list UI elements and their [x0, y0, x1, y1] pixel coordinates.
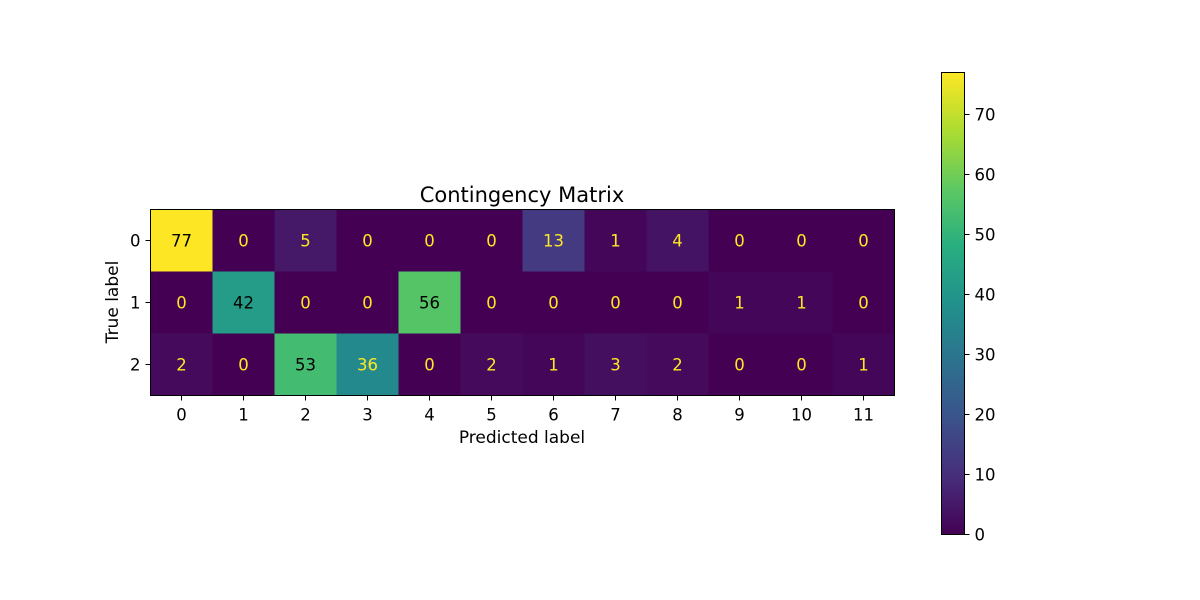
- colorbar-tick-label: 30: [975, 346, 996, 365]
- x-axis-ticks: 0 1 2 3 4 5 6 7 8 9 10 11: [176, 396, 874, 425]
- y-axis-ticks: 0 1 2: [130, 232, 151, 375]
- x-tick-label: 2: [300, 406, 311, 425]
- cell-value-label: 1: [734, 294, 745, 313]
- x-tick-label: 6: [548, 406, 559, 425]
- cell-value-label: 1: [796, 294, 807, 313]
- cell-value-label: 53: [295, 356, 316, 375]
- y-axis-label: True label: [103, 261, 123, 345]
- x-axis-label: Predicted label: [459, 428, 585, 448]
- cell-value-label: 56: [419, 294, 440, 313]
- cell-value-label: 5: [300, 232, 311, 251]
- x-tick-label: 4: [424, 406, 435, 425]
- heatmap-cells: [151, 210, 896, 397]
- cell-value-label: 0: [238, 356, 249, 375]
- cell-value-label: 1: [548, 356, 559, 375]
- cell-value-label: 0: [176, 294, 187, 313]
- y-tick-label: 2: [130, 356, 141, 375]
- y-tick-label: 0: [130, 232, 141, 251]
- cell-value-label: 0: [796, 232, 807, 251]
- cell-value-label: 0: [238, 232, 249, 251]
- cell-value-label: 0: [672, 294, 683, 313]
- cell-value-label: 0: [486, 294, 497, 313]
- colorbar-tick-label: 40: [975, 286, 996, 305]
- cell-value-label: 42: [233, 294, 254, 313]
- x-tick-label: 7: [610, 406, 621, 425]
- cell-value-label: 2: [672, 356, 683, 375]
- cell-value-label: 0: [548, 294, 559, 313]
- colorbar-ticks: 0 10 20 30 40 50 60 70: [965, 106, 996, 545]
- colorbar-tick-label: 10: [975, 466, 996, 485]
- colorbar: [942, 73, 965, 535]
- cell-value-label: 0: [734, 356, 745, 375]
- chart-title: Contingency Matrix: [420, 183, 625, 207]
- x-tick-label: 10: [791, 406, 812, 425]
- colorbar-tick-label: 20: [975, 406, 996, 425]
- x-tick-label: 9: [734, 406, 745, 425]
- cell-value-label: 0: [424, 232, 435, 251]
- cell-value-label: 0: [734, 232, 745, 251]
- cell-value-label: 2: [486, 356, 497, 375]
- cell-value-label: 1: [610, 232, 621, 251]
- x-tick-label: 0: [176, 406, 187, 425]
- cell-value-label: 36: [357, 356, 378, 375]
- cell-value-label: 0: [424, 356, 435, 375]
- cell-value-label: 2: [176, 356, 187, 375]
- colorbar-tick-label: 60: [975, 166, 996, 185]
- cell-value-label: 0: [362, 294, 373, 313]
- cell-value-label: 0: [610, 294, 621, 313]
- x-tick-label: 8: [672, 406, 683, 425]
- cell-value-label: 0: [486, 232, 497, 251]
- cell-value-label: 4: [672, 232, 683, 251]
- cell-value-label: 13: [543, 232, 564, 251]
- cell-value-label: 0: [362, 232, 373, 251]
- x-tick-label: 11: [853, 406, 874, 425]
- x-tick-label: 5: [486, 406, 497, 425]
- x-tick-label: 1: [238, 406, 249, 425]
- cell-value-label: 3: [610, 356, 621, 375]
- cell-value-label: 0: [300, 294, 311, 313]
- cell-value-label: 0: [796, 356, 807, 375]
- cell-value-label: 0: [858, 294, 869, 313]
- cell-value-label: 1: [858, 356, 869, 375]
- colorbar-tick-label: 0: [975, 526, 986, 545]
- y-tick-label: 1: [130, 294, 141, 313]
- x-tick-label: 3: [362, 406, 373, 425]
- colorbar-tick-label: 70: [975, 106, 996, 125]
- cell-value-label: 77: [171, 232, 192, 251]
- colorbar-tick-label: 50: [975, 226, 996, 245]
- cell-value-label: 0: [858, 232, 869, 251]
